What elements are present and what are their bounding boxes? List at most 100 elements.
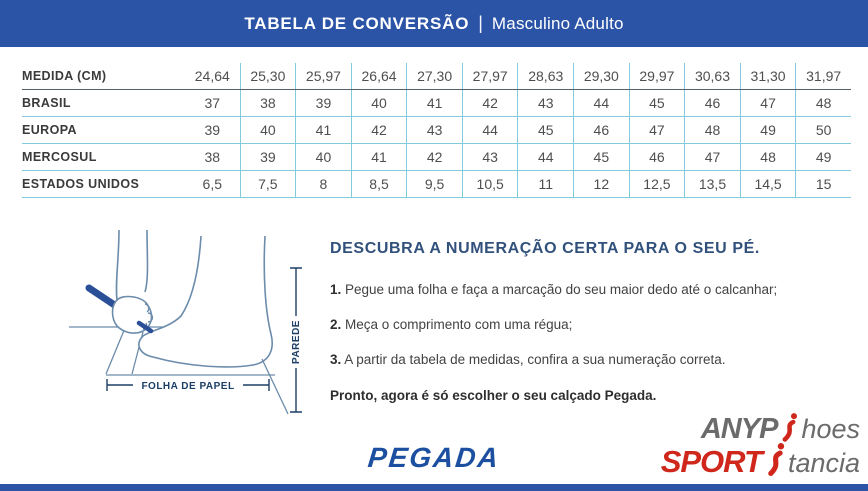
table-cell: 29,30 [573,63,629,89]
arm-line-left [115,229,120,301]
table-cell: 43 [406,117,462,143]
table-cell: 40 [239,117,296,143]
table-cell: 47 [628,117,685,143]
table-cell: 41 [406,90,462,116]
table-cell: 6,5 [202,176,223,192]
table-cell: 12,5 [628,171,685,197]
table-cell: 40 [350,90,407,116]
watermark-anyp: ANYP [700,413,779,445]
watermark-line-2: SPORT tancia [661,438,860,477]
table-cell: 39 [204,122,221,138]
table-cell: 46 [573,117,629,143]
table-cell: 31,30 [739,63,796,89]
table-row: EUROPA 39 40 41 42 43 44 45 46 47 48 49 50 [22,117,851,144]
table-cell: 7,5 [239,171,296,197]
table-cell: 27,30 [406,63,462,89]
table-cell: 44 [573,90,629,116]
watermark-tancia: tancia [787,448,860,478]
table-cell: 29,97 [628,63,685,89]
paper-left-edge [105,327,126,375]
step-text: A partir da tabela de medidas, confira a… [341,352,726,368]
table-cell: 28,63 [517,63,573,89]
table-cell: 45 [517,117,573,143]
table-cell: 46 [684,90,740,116]
knuckle-2 [147,312,154,323]
table-cell: 47 [684,144,740,170]
table-cell: 27,97 [461,63,518,89]
row-label: MERCOSUL [22,150,97,164]
row-label: MEDIDA (CM) [22,69,107,83]
table-cell: 12 [573,171,629,197]
step-text: Pegue uma folha e faça a marcação do seu… [341,282,778,297]
table-cell: 9,5 [406,171,462,197]
header-subtitle: Masculino Adulto [491,13,624,33]
guide-closing: Pronto, agora é só escolher o seu calçad… [330,387,657,403]
table-cell: 30,63 [684,63,740,89]
table-row: ESTADOS UNIDOS 6,5 7,5 8 8,5 9,5 10,5 11 12 12,5 1… [22,171,851,198]
seller-watermark: ANYP hoes SPORT tancia [661,408,860,477]
table-cell: 41 [350,144,407,170]
table-cell: 24,64 [194,68,230,84]
table-cell: 45 [628,90,685,116]
watermark-line-1: ANYP hoes [661,408,860,444]
table-cell: 38 [204,149,221,165]
step-number: 1. [330,282,342,297]
step-number: 3. [330,352,342,368]
swoosh-icon [768,443,785,476]
table-cell: 8 [295,171,351,197]
table-row: BRASIL 37 38 39 40 41 42 43 44 45 46 47 48 [22,90,851,117]
table-cell: 8,5 [350,171,407,197]
watermark-hoes: hoes [801,414,860,444]
table-cell: 47 [739,90,796,116]
table-row: MEDIDA (CM) 24,64 25,30 25,97 26,64 27,30 27,9… [22,63,851,90]
table-cell: 42 [406,144,462,170]
table-cell: 40 [295,144,351,170]
step-number: 2. [330,317,342,333]
table-cell: 48 [684,117,740,143]
knuckle-1 [144,303,150,313]
table-cell: 11 [517,171,573,197]
table-cell: 45 [573,144,629,170]
table-cell: 39 [239,144,296,170]
header-divider: | [478,13,483,33]
table-cell: 49 [795,144,851,170]
wall-line [261,358,289,415]
row-label: BRASIL [22,96,71,110]
guide-step-1: 1. Pegue uma folha e faça a marcação do … [330,282,860,298]
arm-line-right [144,229,149,293]
step-text: Meça o comprimento com uma régua; [341,317,573,333]
table-cell: 42 [350,117,407,143]
table-cell: 46 [628,144,685,170]
table-cell: 44 [461,117,518,143]
row-label: ESTADOS UNIDOS [22,177,140,191]
header-bar: TABELA DE CONVERSÃO | Masculino Adulto [0,0,868,47]
table-cell: 25,97 [295,63,351,89]
conversion-table: MEDIDA (CM) 24,64 25,30 25,97 26,64 27,30 27,9… [22,63,851,198]
guide-step-2: 2. Meça o comprimento com uma régua; [330,317,860,333]
header-title: TABELA DE CONVERSÃO [244,13,470,33]
table-cell: 10,5 [461,171,518,197]
row-label: EUROPA [22,123,77,137]
wall-dimension-line [290,267,302,413]
table-cell: 14,5 [739,171,796,197]
table-cell: 48 [795,90,851,116]
table-cell: 50 [795,117,851,143]
table-cell: 39 [295,90,351,116]
foot-measuring-illustration: FOLHA DE PAPEL PAREDE [69,229,302,415]
footer-bar [0,484,868,491]
guide-title: DESCUBRA A NUMERAÇÃO CERTA PARA O SEU PÉ… [330,240,760,257]
swoosh-icon [782,413,798,442]
table-cell: 41 [295,117,351,143]
table-cell: 43 [517,90,573,116]
table-cell: 13,5 [684,171,740,197]
table-cell: 43 [461,144,518,170]
table-cell: 49 [739,117,796,143]
wall-label: PAREDE [291,320,302,364]
table-cell: 42 [461,90,518,116]
table-cell: 38 [239,90,296,116]
table-cell: 37 [204,95,221,111]
table-cell: 31,97 [795,63,851,89]
table-cell: 25,30 [239,63,296,89]
table-cell: 44 [517,144,573,170]
paper-label: FOLHA DE PAPEL [141,381,234,392]
